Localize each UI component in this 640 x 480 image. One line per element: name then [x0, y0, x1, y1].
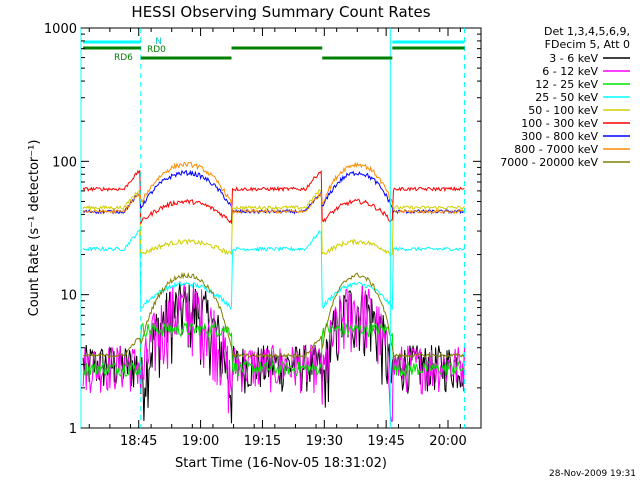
- legend-entry-label: 7000 - 20000 keV: [500, 156, 598, 169]
- series-line: [82, 161, 465, 215]
- series-line: [82, 228, 465, 311]
- y-axis-label: Count Rate (s⁻¹ detector⁻¹): [27, 140, 42, 317]
- legend-entry-label: 300 - 800 keV: [521, 130, 598, 143]
- y-tick-label: 10: [60, 289, 77, 304]
- y-tick-label: 100: [52, 155, 77, 170]
- generated-timestamp: 28-Nov-2009 19:31: [549, 469, 636, 479]
- x-tick-label: 19:45: [367, 434, 404, 449]
- x-tick-label: 19:00: [182, 434, 219, 449]
- series-layer: [82, 161, 465, 424]
- series-line: [82, 271, 465, 359]
- series-line: [82, 188, 465, 257]
- series-line: [82, 169, 465, 224]
- legend-entry-label: 50 - 100 keV: [528, 104, 598, 117]
- y-axis-ticks: 1 10 100 1000: [44, 22, 481, 437]
- rd0-label: RD0: [147, 45, 166, 55]
- x-axis-label: Start Time (16-Nov-05 18:31:02): [175, 456, 387, 471]
- legend-entry-label: 6 - 12 keV: [542, 65, 598, 78]
- y-tick-label: 1: [69, 422, 77, 437]
- series-line: [82, 321, 465, 377]
- chart-title: HESSI Observing Summary Count Rates: [131, 3, 430, 21]
- legend-entry-label: 100 - 300 keV: [521, 117, 598, 130]
- legend-entry-label: 3 - 6 keV: [549, 52, 598, 65]
- rd6-label: RD6: [114, 53, 133, 63]
- legend: Det 1,3,4,5,6,9, FDecim 5, Att 0 3 - 6 k…: [500, 25, 630, 169]
- legend-entry-label: 25 - 50 keV: [535, 91, 598, 104]
- y-tick-label: 1000: [44, 22, 77, 37]
- legend-title-line-2: FDecim 5, Att 0: [545, 38, 630, 51]
- x-tick-label: 18:45: [120, 434, 157, 449]
- n-label: N: [155, 37, 162, 47]
- legend-entry-label: 12 - 25 keV: [535, 78, 598, 91]
- legend-entry-label: 800 - 7000 keV: [514, 143, 598, 156]
- legend-title-line-1: Det 1,3,4,5,6,9,: [544, 25, 630, 38]
- x-axis-ticks: 18:45 19:00 19:15 19:30 19:45 20:00: [88, 28, 467, 449]
- x-tick-label: 19:30: [306, 434, 343, 449]
- x-tick-label: 19:15: [244, 434, 281, 449]
- x-tick-label: 20:00: [429, 434, 466, 449]
- saa-marker-layer: [80, 28, 466, 428]
